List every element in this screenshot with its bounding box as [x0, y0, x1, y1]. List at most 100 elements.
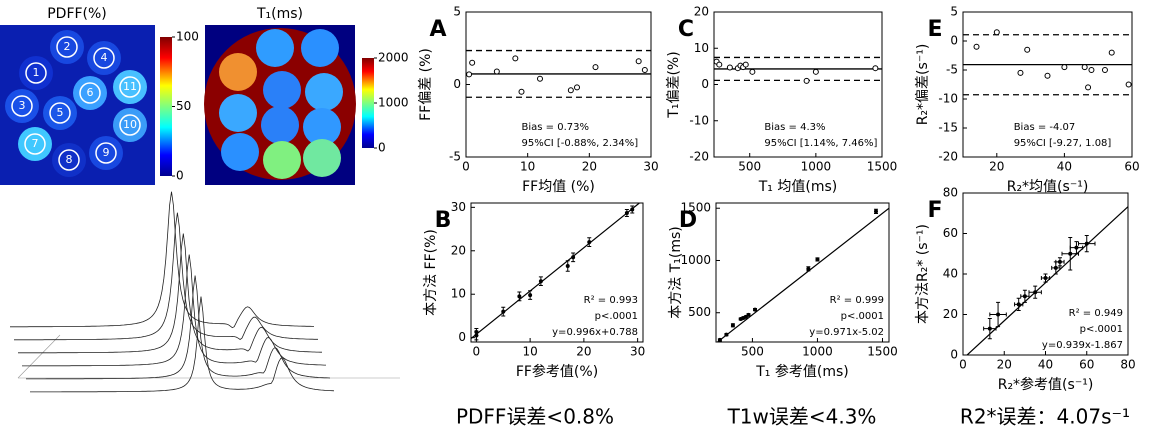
point: [565, 263, 570, 268]
y-tick-label: 5: [453, 5, 461, 19]
x-tick-label: 20: [582, 160, 597, 174]
point: [592, 64, 599, 71]
x-tick-label: 0: [473, 345, 481, 359]
annotation: R² = 0.949: [1069, 308, 1123, 319]
point: [730, 323, 735, 328]
roi-label: 2: [64, 40, 71, 53]
annotation: p<.0001: [841, 311, 884, 322]
t1-vial: [256, 29, 294, 67]
x-tick-label: 10: [522, 345, 537, 359]
panel-label: C: [678, 17, 694, 42]
x-tick-label: 1000: [802, 345, 833, 359]
t1-vial: [261, 106, 299, 144]
image-title: PDFF(%): [47, 6, 107, 22]
panel-label: E: [927, 17, 942, 42]
point: [1074, 245, 1079, 250]
point: [518, 88, 525, 95]
annotation: 95%CI [-9.27, 1.08]: [1014, 138, 1112, 149]
point: [528, 293, 533, 298]
point: [987, 326, 992, 331]
point: [635, 58, 642, 65]
roi-outline: [93, 47, 115, 69]
plot-area: [963, 29, 1132, 96]
point: [1043, 276, 1048, 281]
colorbar: [362, 58, 374, 148]
plot-area: [714, 56, 882, 84]
point: [1081, 64, 1088, 71]
point: [517, 294, 522, 299]
y-tick-label: 1500: [680, 201, 711, 215]
spectrum-curve: [10, 191, 314, 329]
point: [1024, 46, 1031, 53]
x-tick-label: 60: [1124, 160, 1139, 174]
point: [567, 87, 574, 94]
point: [1108, 49, 1115, 56]
x-tick-label: 30: [630, 345, 645, 359]
y-tick-label: 10: [451, 287, 466, 301]
t1-vial: [303, 139, 341, 177]
y-tick-label: 5: [950, 5, 958, 19]
point: [1044, 72, 1051, 79]
annotation: 95%CI [1.14%, 7.46%]: [764, 138, 877, 149]
roi-outline: [56, 36, 78, 58]
point: [726, 64, 733, 71]
y-axis-label: T₁偏差(%): [666, 51, 682, 118]
plot-area: [471, 203, 641, 341]
y-tick-label: 40: [943, 267, 958, 281]
axes-frame: [470, 202, 644, 343]
plot-area: [966, 206, 1128, 355]
x-tick-label: 20: [989, 160, 1004, 174]
roi: [5, 89, 39, 123]
x-tick-label: 10: [520, 160, 535, 174]
roi-label: 8: [66, 153, 73, 166]
x-tick-label: 0: [959, 358, 967, 372]
caption: T1w误差<4.3%: [727, 405, 877, 429]
point: [749, 68, 756, 75]
roi-label: 9: [103, 146, 110, 159]
y-tick-label: 0: [453, 77, 461, 91]
spectrum-curve: [30, 296, 335, 393]
annotation: 95%CI [-0.88%, 2.34%]: [522, 138, 639, 149]
point: [724, 332, 729, 337]
panel-label: B: [435, 208, 452, 233]
x-tick-label: 20: [997, 358, 1012, 372]
y-tick-label: 0: [950, 348, 958, 362]
point: [872, 65, 879, 72]
annotation: Bias = 0.73%: [522, 122, 589, 133]
caption: R2*误差：4.07s⁻¹: [960, 405, 1130, 429]
y-tick-label: -5: [449, 150, 461, 164]
point: [716, 61, 723, 68]
roi: [18, 127, 52, 161]
t1-vial: [263, 71, 301, 109]
annotation: Bias = -4.07: [1014, 122, 1076, 133]
point: [1053, 265, 1058, 270]
colorbar-label: 0: [378, 141, 386, 155]
point: [469, 59, 476, 66]
roi: [43, 96, 77, 130]
panel-label: D: [679, 208, 697, 233]
roi-label: 3: [19, 99, 26, 112]
point: [641, 67, 648, 73]
colorbar-label: 2000: [378, 51, 409, 65]
point: [873, 209, 878, 214]
point: [717, 337, 722, 342]
roi-outline: [49, 102, 71, 124]
t1-vial: [263, 141, 301, 179]
point: [538, 279, 543, 284]
y-tick-label: 80: [943, 186, 958, 200]
caption: PDFF误差<0.8%: [456, 405, 614, 429]
x-axis-label: R₂*均值(s⁻¹): [1007, 179, 1089, 195]
axes-frame: [713, 11, 883, 158]
annotation: y=0.996x+0.788: [552, 327, 638, 338]
y-tick-label: 0: [458, 330, 466, 344]
y-axis-label: 本方法 FF(%): [423, 229, 439, 316]
point: [466, 71, 473, 78]
t1-vial: [305, 73, 343, 111]
t1-vial: [303, 108, 341, 146]
y-tick-label: 20: [451, 243, 466, 257]
point: [474, 330, 479, 335]
point: [742, 61, 749, 68]
roi: [87, 41, 121, 75]
point: [1033, 290, 1038, 295]
